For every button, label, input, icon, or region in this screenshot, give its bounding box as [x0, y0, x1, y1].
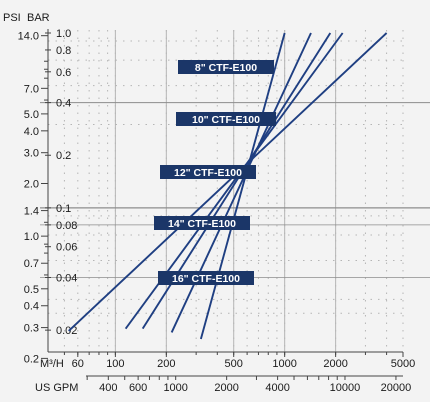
series-label-text: 16" CTF-E100	[172, 273, 240, 285]
y-bar-tick-label: 0.1	[56, 203, 71, 215]
y-psi-tick-label: 0.7	[24, 258, 39, 270]
series-labels: 8" CTF-E100 10" CTF-E100 12" CTF-E100 14" C…	[154, 60, 276, 285]
y-psi-tick-label: 2.0	[24, 178, 39, 190]
series-label-box	[154, 216, 250, 230]
y-psi-tick-label: 7.0	[24, 83, 39, 95]
y-psi-tick-label: 14.0	[18, 31, 39, 43]
series-line-1	[199, 32, 286, 340]
series-label-box	[176, 112, 276, 126]
y-bar-tick-label: 0.08	[56, 220, 77, 232]
y-psi-tick-label: 0.5	[24, 284, 39, 296]
x-tick-label: 100	[106, 358, 124, 370]
y-bar-tick-label: 1.0	[56, 28, 71, 40]
y-bar-tick-label: 0.4	[56, 98, 71, 110]
y-psi-tick-label: 4.0	[24, 126, 39, 138]
y-bar-tick-label: 0.06	[56, 242, 77, 254]
x-gpm-tick-label: 2000	[214, 382, 238, 394]
x-tick-label: 200	[157, 358, 175, 370]
x-tick-label: 2000	[323, 358, 347, 370]
series-label-text: 12" CTF-E100	[174, 167, 242, 179]
series-line-5	[68, 32, 388, 332]
x-gpm-tick-label: 10000	[330, 382, 361, 394]
series-label-box	[158, 271, 254, 285]
series-label-text: 14" CTF-E100	[168, 218, 236, 230]
y-psi-tick-label: 1.0	[24, 231, 39, 243]
y-psi-tick-label: 0.2	[24, 353, 39, 365]
y-bar-tick-label: 0.6	[56, 67, 71, 79]
y-primary-unit-label: BAR	[27, 12, 50, 24]
y-secondary-unit-label: PSI	[3, 12, 21, 24]
series-label-text: 8" CTF-E100	[195, 62, 257, 74]
y-psi-tick-label: 3.0	[24, 148, 39, 160]
y-bar-tick-label: 0.8	[56, 45, 71, 57]
x-gpm-tick-label: 4000	[265, 382, 289, 394]
series-label-box	[178, 60, 274, 74]
y-psi-tick-label: 5.0	[24, 109, 39, 121]
x-gpm-tick-label: 20000	[381, 382, 412, 394]
y-bar-tick-label: 0.04	[56, 272, 77, 284]
x-gpm-tick-label: 1000	[163, 382, 187, 394]
series-label-text: 10" CTF-E100	[192, 114, 260, 126]
x-gpm-tick-label: 600	[129, 382, 147, 394]
x-gpm-tick-label: 400	[99, 382, 117, 394]
y-psi-tick-label: 1.4	[24, 206, 39, 218]
x-tick-label: 500	[225, 358, 243, 370]
y-bar-tick-label: 0.2	[56, 150, 71, 162]
y-psi-tick-label: 0.4	[24, 301, 39, 313]
x-tick-label: 1000	[272, 358, 296, 370]
x-primary-unit-label: M³/H	[40, 358, 64, 370]
y-psi-tick-label: 0.3	[24, 323, 39, 335]
x-tick-label: 5000	[391, 358, 415, 370]
grid	[40, 30, 430, 352]
x-secondary-unit-label: US GPM	[35, 382, 78, 394]
axes: 1.00.80.60.40.20.10.080.060.040.0214.07.…	[18, 28, 416, 394]
series-label-box	[160, 165, 256, 179]
series-lines	[68, 32, 388, 340]
x-tick-label: 60	[72, 358, 84, 370]
